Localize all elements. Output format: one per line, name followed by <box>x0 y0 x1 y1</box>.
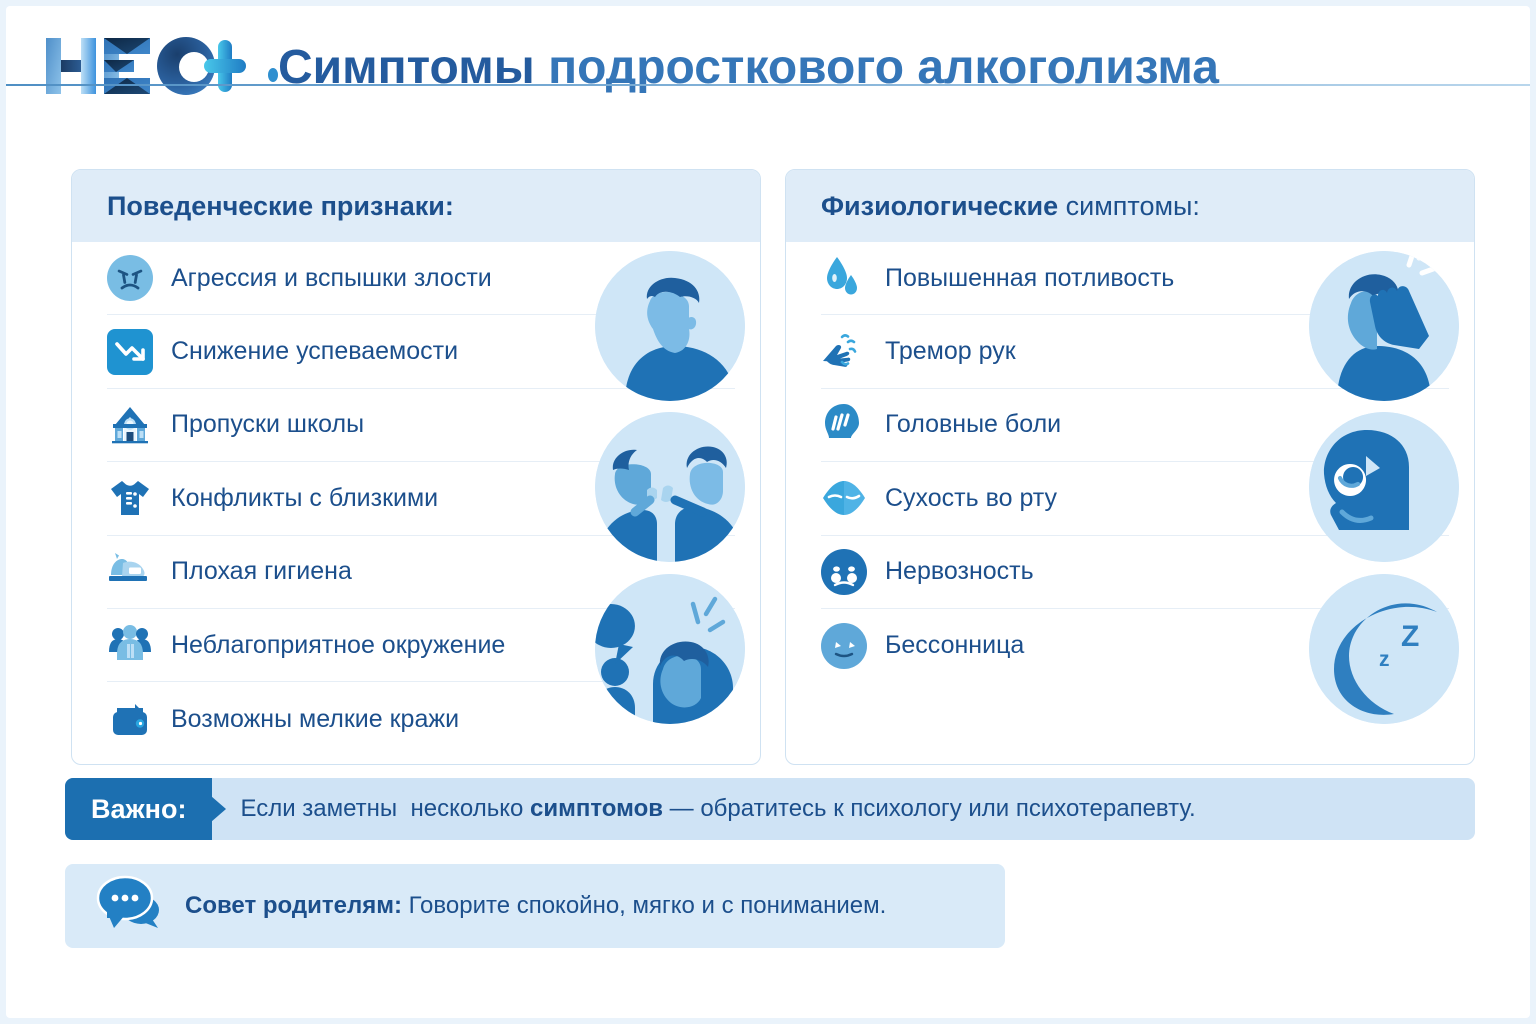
svg-text:z: z <box>1379 648 1390 671</box>
svg-text:Z: Z <box>1401 620 1419 653</box>
